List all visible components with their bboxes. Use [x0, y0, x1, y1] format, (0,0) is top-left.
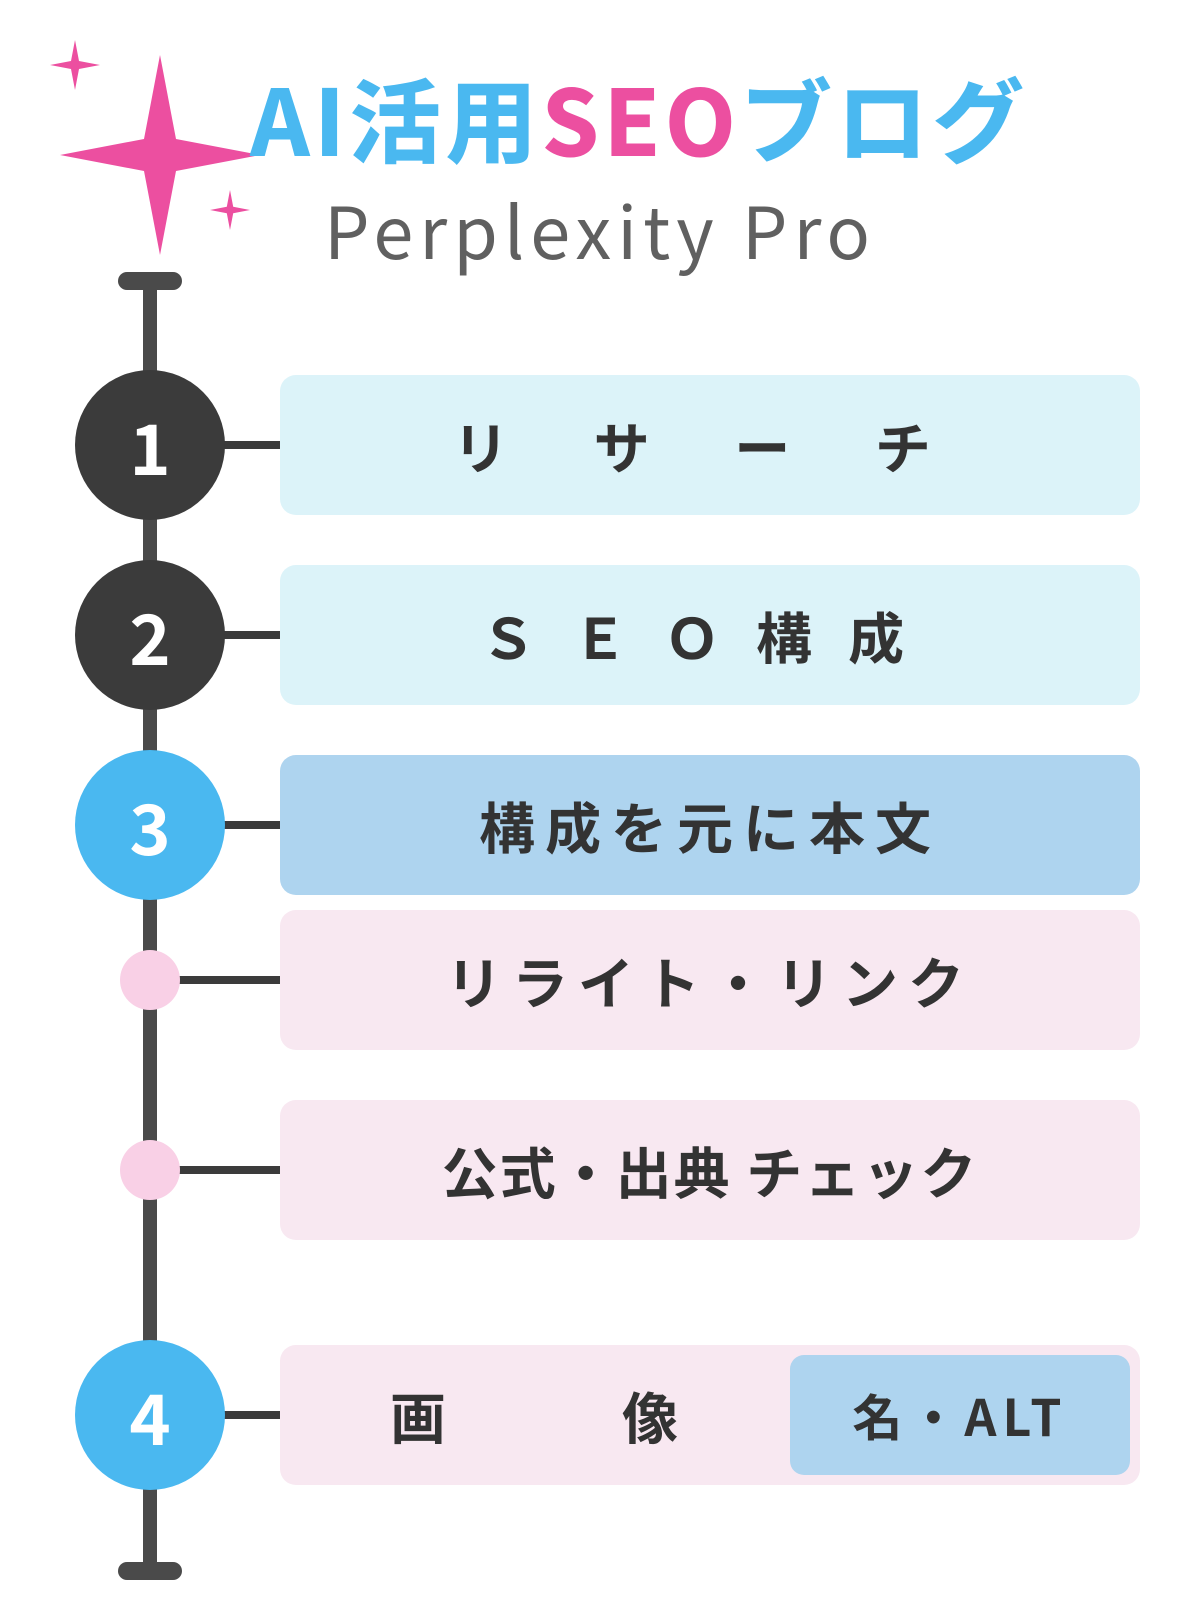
- step-label: 画 像: [390, 1375, 738, 1456]
- step-number: 1: [129, 395, 170, 496]
- step-marker-dot: [120, 950, 180, 1010]
- step-subcard: 名・ALT: [790, 1355, 1130, 1475]
- step-label: 公式・出典 チェック: [442, 1130, 979, 1211]
- sparkle-icon-small: [50, 40, 110, 100]
- step-sublabel: 名・ALT: [852, 1379, 1067, 1451]
- step-card: リライト・リンク: [280, 910, 1140, 1050]
- step-number: 2: [129, 585, 170, 686]
- step-card: ＳＥＯ構成: [280, 565, 1140, 705]
- step-marker: 1: [75, 370, 225, 520]
- title-part: AI活用: [250, 50, 541, 183]
- step-marker-dot: [120, 1140, 180, 1200]
- step-connector: [170, 1166, 290, 1174]
- step-number: 4: [129, 1365, 170, 1466]
- step-number: 3: [129, 775, 170, 876]
- page-subtitle: Perplexity Pro: [0, 175, 1200, 280]
- title-part: ブログ: [740, 50, 1028, 183]
- step-label: リライト・リンク: [446, 940, 974, 1021]
- step-marker: 3: [75, 750, 225, 900]
- title-part: SEO: [541, 50, 740, 183]
- step-card: 公式・出典 チェック: [280, 1100, 1140, 1240]
- step-label: 構成を元に本文: [479, 785, 941, 866]
- step-card: 構成を元に本文: [280, 755, 1140, 895]
- page-title: AI活用SEOブログ: [250, 50, 1028, 183]
- timeline-cap-bottom: [118, 1562, 182, 1580]
- step-label: リ サ ー チ: [453, 405, 967, 486]
- step-marker: 2: [75, 560, 225, 710]
- step-label: ＳＥＯ構成: [480, 595, 940, 676]
- step-marker: 4: [75, 1340, 225, 1490]
- timeline-cap-top: [118, 272, 182, 290]
- step-connector: [170, 976, 290, 984]
- step-card: リ サ ー チ: [280, 375, 1140, 515]
